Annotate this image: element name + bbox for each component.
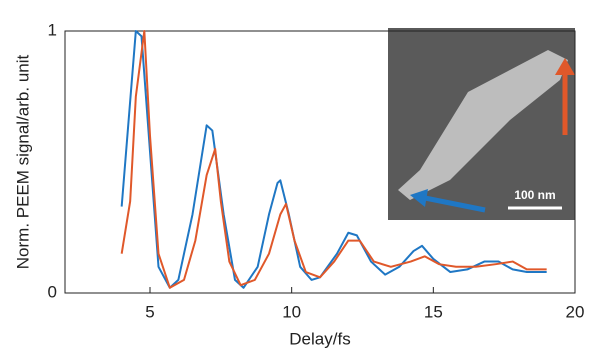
y-axis-label: Norm. PEEM signal/arb. unit <box>13 54 32 269</box>
nanorod <box>398 50 568 200</box>
series-line <box>120 30 547 289</box>
inset-image: 100 nm <box>388 28 575 220</box>
y-tick-label: 0 <box>48 282 57 301</box>
scale-label: 100 nm <box>514 188 555 202</box>
arrow-head <box>555 58 575 75</box>
x-tick-label: 20 <box>566 302 585 321</box>
arrow-head <box>410 189 428 207</box>
series-line <box>120 30 547 289</box>
plot-frame <box>64 30 576 294</box>
y-tick-label: 1 <box>48 20 57 39</box>
x-tick-label: 5 <box>145 302 154 321</box>
x-tick-label: 10 <box>282 302 301 321</box>
x-axis-label: Delay/fs <box>289 329 350 348</box>
arrow-blue <box>424 195 486 213</box>
x-tick-label: 15 <box>424 302 443 321</box>
